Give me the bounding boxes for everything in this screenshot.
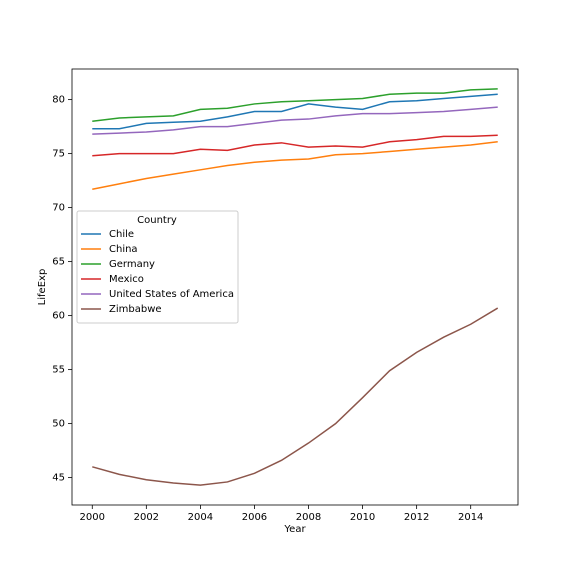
y-tick-label: 55 <box>52 365 65 376</box>
series-line <box>92 307 499 486</box>
series-line <box>92 140 498 190</box>
y-axis-label: LifeExp <box>37 269 48 306</box>
x-tick-label: 2002 <box>134 512 159 523</box>
x-axis-label: Year <box>283 524 306 535</box>
legend-title: Country <box>137 215 177 226</box>
x-tick-label: 2000 <box>80 512 105 523</box>
y-tick-label: 80 <box>52 95 65 106</box>
y-tick-label: 70 <box>52 203 65 214</box>
legend-label: United States of America <box>109 289 234 300</box>
legend-label: China <box>109 244 138 255</box>
series-line <box>92 106 498 135</box>
legend-label: Germany <box>109 259 155 270</box>
series-line <box>92 93 498 130</box>
y-tick-label: 50 <box>52 419 65 430</box>
legend-label: Mexico <box>109 274 144 285</box>
x-tick-label: 2014 <box>458 512 483 523</box>
plot-frame <box>71 68 519 506</box>
x-tick-label: 2010 <box>350 512 375 523</box>
legend-label: Chile <box>109 229 134 240</box>
y-tick-label: 65 <box>52 257 65 268</box>
y-tick-label: 75 <box>52 149 65 160</box>
legend-frame <box>76 210 239 324</box>
x-tick-label: 2004 <box>188 512 213 523</box>
series-line <box>92 134 498 157</box>
x-tick-label: 2008 <box>296 512 321 523</box>
y-tick-label: 60 <box>52 311 65 322</box>
x-tick-label: 2012 <box>404 512 429 523</box>
legend-label: Zimbabwe <box>109 304 162 315</box>
series-line <box>92 88 498 122</box>
y-tick-label: 45 <box>52 473 65 484</box>
x-tick-label: 2006 <box>242 512 267 523</box>
